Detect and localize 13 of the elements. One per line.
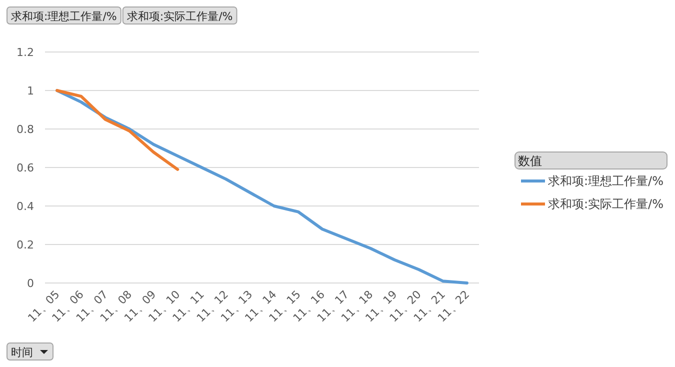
y-tick-label: 0.8 <box>16 123 34 136</box>
y-tick-label: 0.6 <box>16 162 34 174</box>
y-tick-label: 1.2 <box>16 46 34 59</box>
y-tick-label: 0 <box>27 277 34 290</box>
legend-title: 数值 <box>518 154 542 168</box>
legend-label: 求和项:实际工作量/% <box>548 197 664 211</box>
legend-label: 求和项:理想工作量/% <box>548 174 664 188</box>
button: 求和项:实际工作量/% <box>122 6 238 24</box>
y-tick-label: 1 <box>27 84 34 98</box>
y-tick-label: 0.2 <box>16 238 34 252</box>
button: 时间 <box>6 342 54 360</box>
button: 求和项:理想工作量/% <box>6 6 122 24</box>
y-tick-label: 0.4 <box>16 200 34 213</box>
